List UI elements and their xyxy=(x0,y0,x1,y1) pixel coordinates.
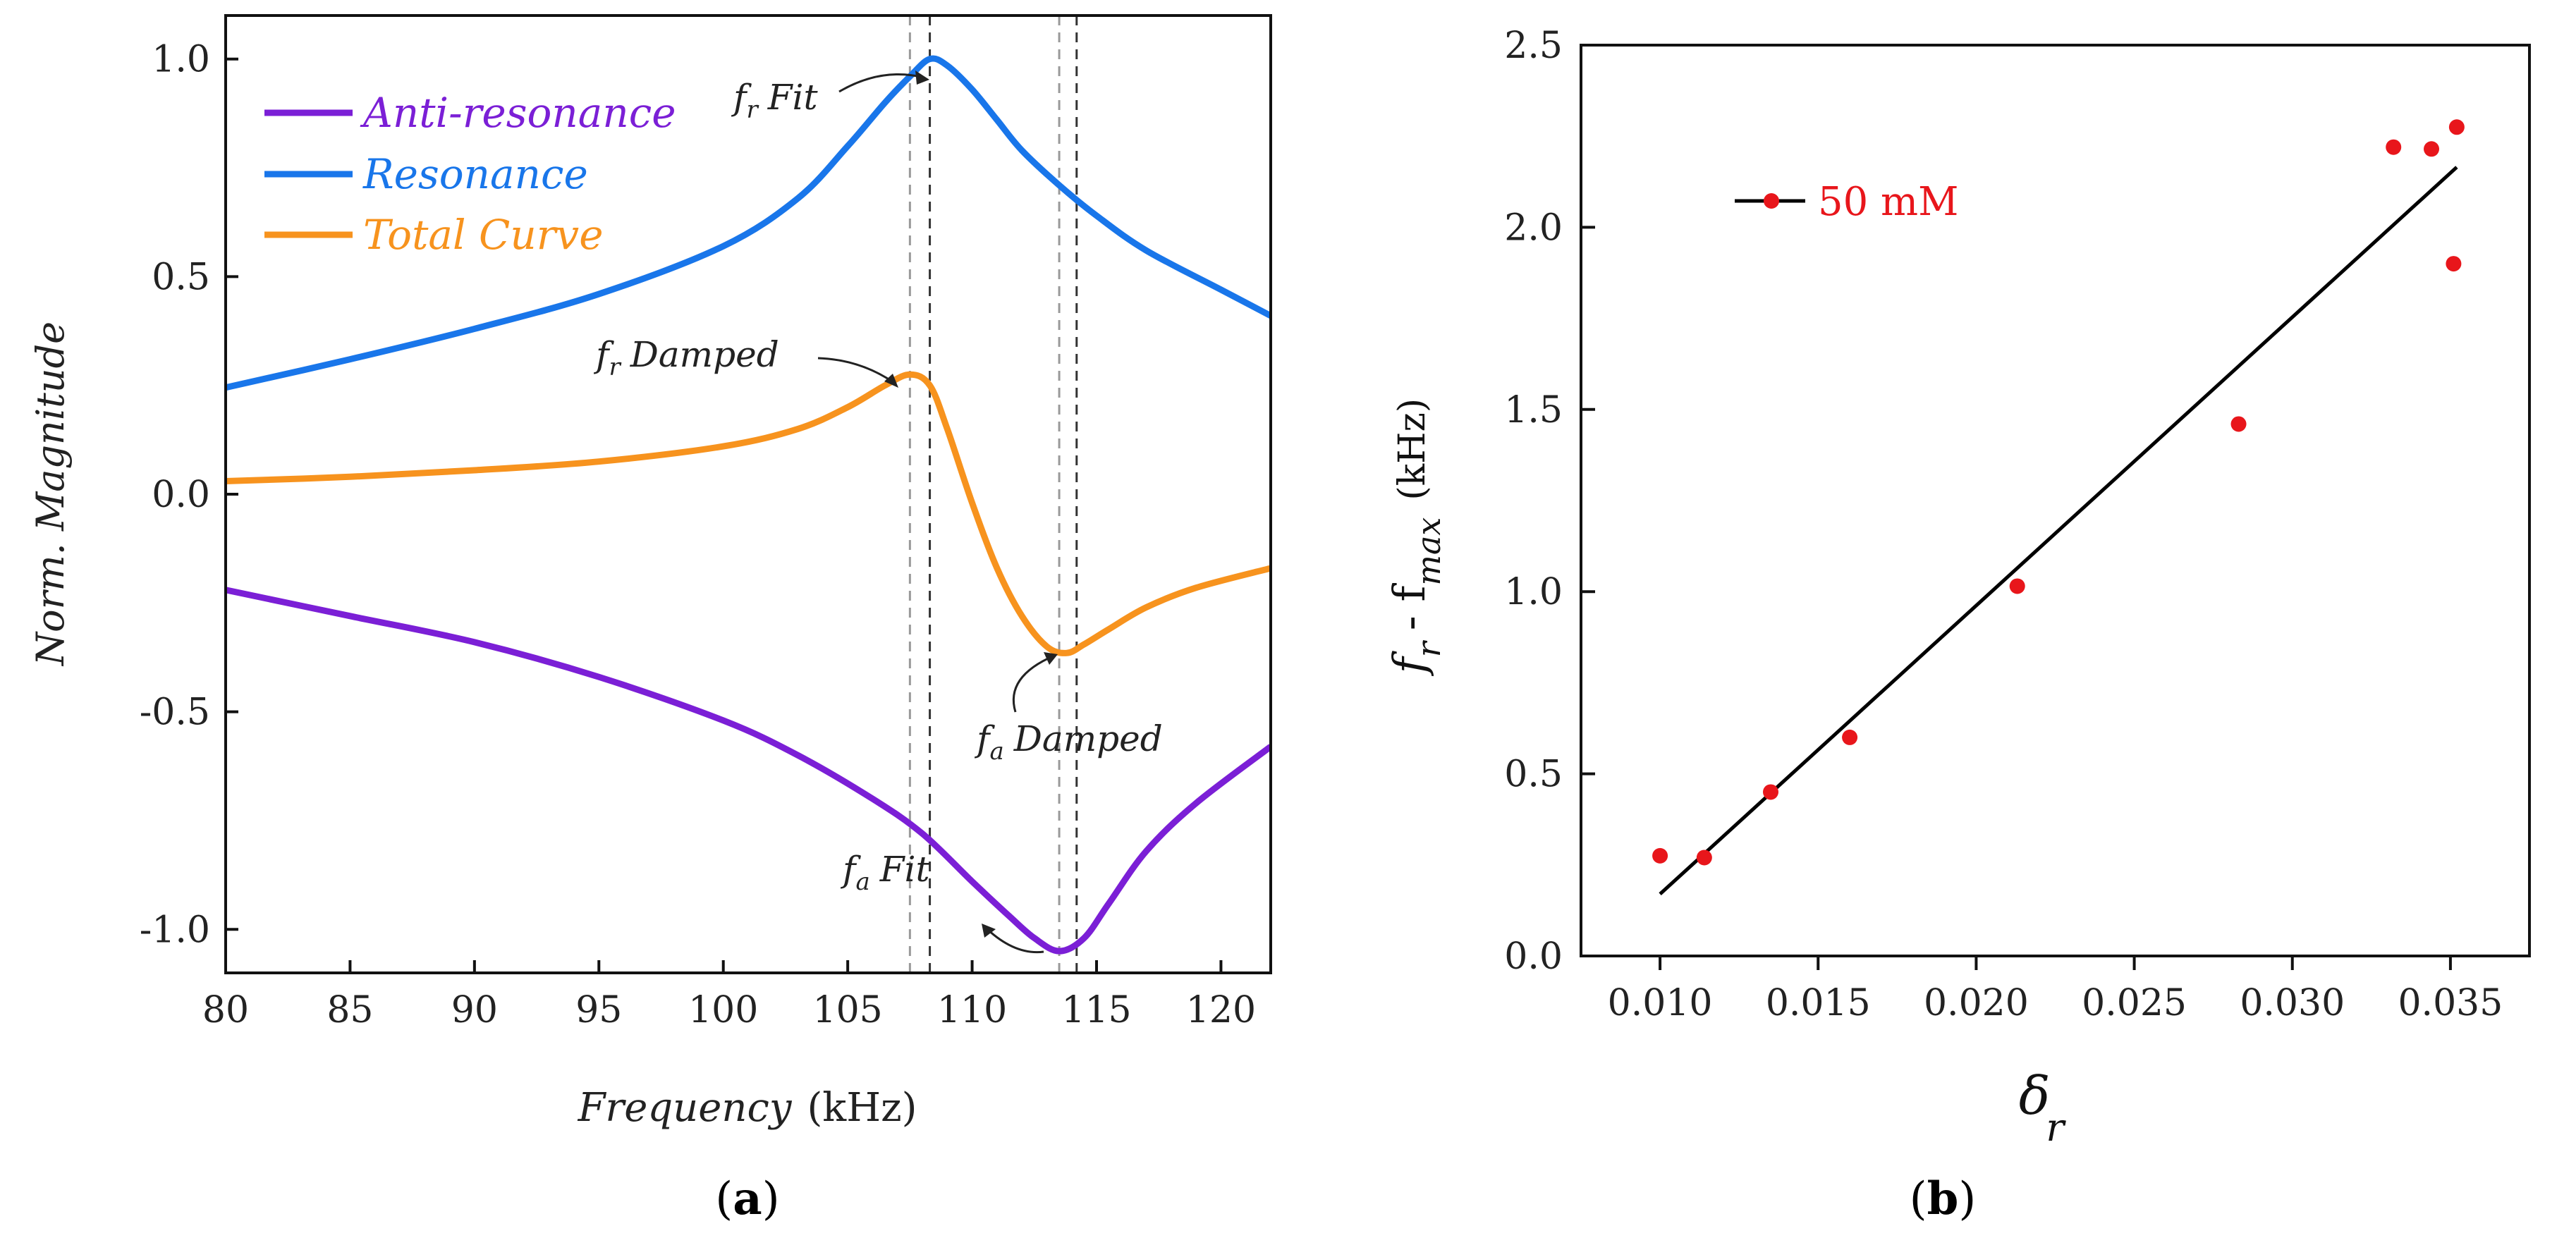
fit-line xyxy=(1659,166,2458,895)
linear-fit-line xyxy=(1659,166,2458,895)
x-tick-label: 0.030 xyxy=(2240,982,2345,1024)
vertical-reference-lines xyxy=(908,16,1078,973)
y-tick-label: 0.0 xyxy=(152,474,210,516)
y-tick-label: 0.5 xyxy=(1504,754,1563,796)
series-line-anti-resonance xyxy=(226,587,1271,955)
y-tick-label: 1.5 xyxy=(1504,389,1563,431)
x-tick-label: 0.025 xyxy=(2082,982,2187,1024)
annotation-fr-damped: fr Damped xyxy=(593,334,898,388)
x-tick-label: 105 xyxy=(813,989,883,1031)
y-tick-label: 2.0 xyxy=(1504,207,1563,249)
y-tick-label: 1.0 xyxy=(1504,571,1563,613)
y-tick-label: -0.5 xyxy=(140,692,210,734)
annotation-fa-fit: fa Fit xyxy=(840,849,1044,954)
y-axis-ticks: -1.0 -0.5 0.0 0.5 1.0 xyxy=(140,39,238,951)
data-points xyxy=(1652,119,2465,866)
scatter-point xyxy=(1696,850,1712,866)
scatter-point xyxy=(1763,784,1778,800)
y-axis-label: fr- fmax(kHz) xyxy=(1384,398,1448,676)
x-axis-label: Frequency (kHz) xyxy=(578,1085,917,1131)
y-tick-label: 0.5 xyxy=(152,256,210,298)
series-line-total-curve xyxy=(226,371,1271,656)
legend-label-resonance: Resonance xyxy=(362,150,588,198)
x-axis-ticks: 0.010 0.015 0.020 0.025 0.030 0.035 xyxy=(1608,956,2503,1024)
x-tick-label: 115 xyxy=(1061,989,1131,1031)
y-tick-label: 0.0 xyxy=(1504,936,1563,978)
x-tick-label: 0.015 xyxy=(1766,982,1871,1024)
scatter-point xyxy=(1652,847,1668,864)
series-line-resonance xyxy=(226,55,1271,391)
x-tick-label: 90 xyxy=(451,989,498,1031)
x-axis-ticks: 80 85 90 95 100 105 110 115 120 xyxy=(202,960,1256,1031)
y-axis-ticks: 0.0 0.5 1.0 1.5 2.0 2.5 xyxy=(1504,25,1595,978)
x-tick-label: 0.020 xyxy=(1924,982,2029,1024)
x-tick-label: 85 xyxy=(326,989,373,1031)
x-tick-label: 0.035 xyxy=(2398,982,2503,1024)
scatter-point xyxy=(2424,141,2440,157)
scatter-point xyxy=(2446,256,2462,272)
plot-frame xyxy=(1580,44,2531,957)
legend-label-total-curve: Total Curve xyxy=(363,211,604,259)
annotation-fa-damped: fa Damped xyxy=(974,652,1163,766)
panel-label-b: (b) xyxy=(1910,1172,1977,1225)
y-tick-label: 2.5 xyxy=(1504,25,1563,67)
x-tick-label: 95 xyxy=(575,989,622,1031)
y-axis-label: Norm. Magnitude xyxy=(28,321,73,667)
legend-label-50mm: 50 mM xyxy=(1818,179,1959,225)
scatter-point xyxy=(2230,416,2247,432)
x-tick-label: 0.010 xyxy=(1608,982,1713,1024)
panel-b-chart: 0.00.51.01.52.02.5 0.010 0.015 0.020 0.025 0… xyxy=(1384,25,2531,1225)
x-tick-label: 120 xyxy=(1186,989,1256,1031)
y-tick-label: 1.0 xyxy=(152,39,210,81)
legend: Anti-resonance Resonance Total Curve xyxy=(264,89,676,259)
scatter-point xyxy=(2386,139,2402,155)
x-tick-label: 80 xyxy=(202,989,249,1031)
scatter-point xyxy=(2448,119,2465,135)
panel-label-a: (a) xyxy=(715,1172,779,1225)
scatter-point xyxy=(1842,729,1858,745)
legend-label-anti-resonance: Anti-resonance xyxy=(360,89,676,137)
scatter-point xyxy=(2009,578,2025,594)
y-tick-label: -1.0 xyxy=(140,909,210,951)
panel-a-chart: -1.0 -0.5 0.0 0.5 1.0 80 85 90 95 100 105 110 115 12… xyxy=(28,14,1272,1225)
legend-point-swatch xyxy=(1764,193,1779,209)
x-tick-label: 110 xyxy=(937,989,1007,1031)
x-tick-label: 100 xyxy=(688,989,758,1031)
legend: 50 mM xyxy=(1735,179,1959,225)
annotation-fr-fit: fr Fit xyxy=(731,70,929,124)
series-group xyxy=(226,55,1271,955)
